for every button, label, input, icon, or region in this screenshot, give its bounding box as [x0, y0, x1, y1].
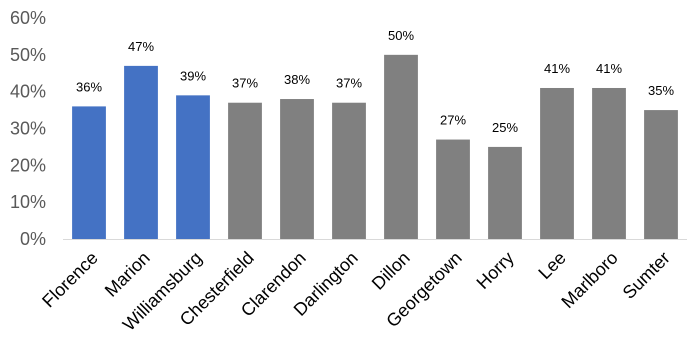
- bar-darlington: [332, 102, 366, 239]
- x-axis: FlorenceMarionWilliamsburgChesterfieldCl…: [38, 248, 674, 335]
- bar-horry: [488, 146, 522, 239]
- data-label: 35%: [648, 83, 674, 98]
- bar-chesterfield: [228, 102, 262, 239]
- x-tick-label: Lee: [534, 248, 569, 283]
- y-axis: 0% 10% 20% 30% 40% 50% 60%: [10, 8, 46, 249]
- x-tick-label: Horry: [473, 248, 518, 293]
- bar-lee: [540, 87, 574, 239]
- bar-williamsburg: [176, 95, 210, 239]
- bar-georgetown: [436, 139, 470, 239]
- bar-florence: [72, 106, 106, 240]
- data-label: 50%: [388, 28, 414, 43]
- data-label: 41%: [596, 61, 622, 76]
- x-tick-label: Florence: [38, 248, 102, 312]
- y-tick-label: 0%: [20, 229, 46, 249]
- x-tick-label: Sumter: [619, 248, 674, 303]
- y-tick-label: 10%: [10, 192, 46, 212]
- data-labels: 36% 47% 39% 37% 38% 37% 50% 27% 25% 41% 41% 35%: [76, 28, 674, 135]
- bar-clarendon: [280, 99, 314, 240]
- bars: [72, 54, 678, 240]
- y-tick-label: 30%: [10, 119, 46, 139]
- data-label: 37%: [232, 76, 258, 91]
- data-label: 47%: [128, 39, 154, 54]
- y-tick-label: 50%: [10, 45, 46, 65]
- x-tick-label: Marlboro: [557, 248, 621, 312]
- x-tick-label: Dillon: [368, 248, 414, 294]
- data-label: 41%: [544, 61, 570, 76]
- y-tick-label: 40%: [10, 82, 46, 102]
- y-tick-label: 60%: [10, 8, 46, 28]
- y-tick-label: 20%: [10, 155, 46, 175]
- data-label: 38%: [284, 72, 310, 87]
- bar-sumter: [644, 110, 678, 239]
- data-label: 39%: [180, 68, 206, 83]
- data-label: 27%: [440, 113, 466, 128]
- data-label: 37%: [336, 76, 362, 91]
- bar-marlboro: [592, 87, 626, 239]
- bar-marion: [124, 65, 158, 239]
- data-label: 25%: [492, 120, 518, 135]
- data-label: 36%: [76, 79, 102, 94]
- bar-dillon: [384, 54, 418, 240]
